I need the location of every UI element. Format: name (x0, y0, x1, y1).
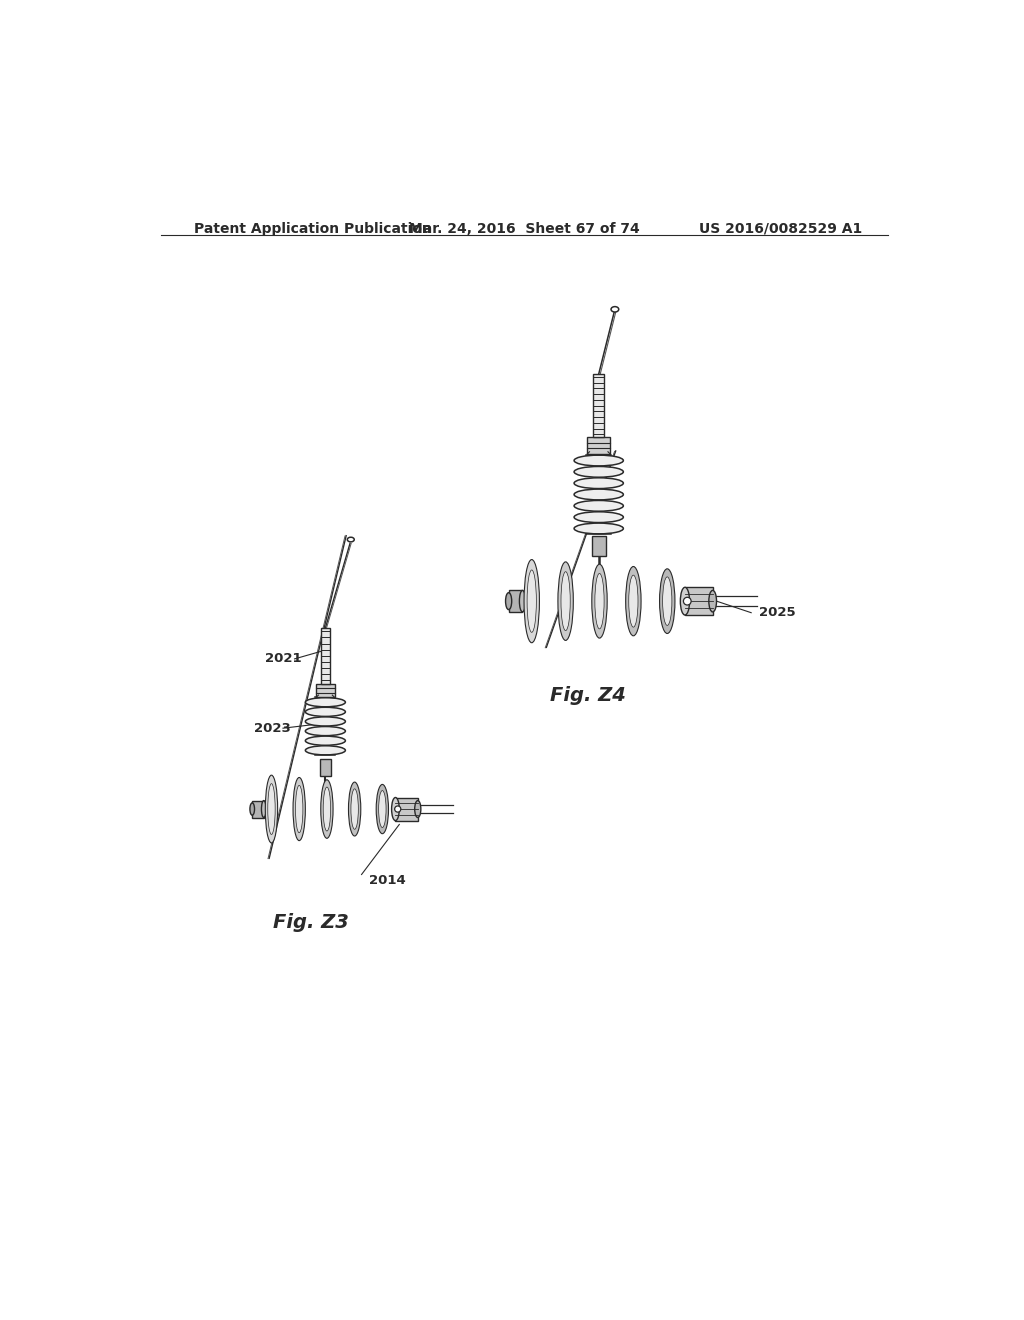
Ellipse shape (267, 784, 275, 834)
Ellipse shape (265, 775, 278, 843)
Ellipse shape (592, 564, 607, 638)
Ellipse shape (296, 785, 303, 833)
Ellipse shape (574, 523, 624, 533)
Ellipse shape (305, 746, 345, 755)
Text: Patent Application Publication: Patent Application Publication (194, 222, 431, 235)
FancyBboxPatch shape (252, 800, 264, 817)
Ellipse shape (611, 306, 618, 312)
FancyBboxPatch shape (319, 759, 331, 776)
Circle shape (394, 807, 400, 812)
Ellipse shape (626, 566, 641, 636)
Ellipse shape (680, 587, 689, 615)
FancyBboxPatch shape (685, 587, 713, 615)
FancyBboxPatch shape (587, 437, 610, 454)
Ellipse shape (561, 572, 570, 631)
Ellipse shape (574, 490, 624, 500)
Ellipse shape (305, 737, 345, 746)
Ellipse shape (574, 500, 624, 511)
Text: US 2016/0082529 A1: US 2016/0082529 A1 (698, 222, 862, 235)
Ellipse shape (324, 787, 331, 832)
Ellipse shape (305, 717, 345, 726)
Ellipse shape (659, 569, 675, 634)
Circle shape (683, 597, 691, 605)
Ellipse shape (524, 560, 540, 643)
Ellipse shape (527, 570, 537, 632)
Ellipse shape (519, 590, 525, 612)
Text: Mar. 24, 2016  Sheet 67 of 74: Mar. 24, 2016 Sheet 67 of 74 (410, 222, 640, 235)
FancyBboxPatch shape (316, 684, 335, 697)
Ellipse shape (709, 590, 717, 612)
Ellipse shape (663, 577, 672, 626)
Text: Fig. Z4: Fig. Z4 (550, 686, 626, 705)
Text: 2014: 2014 (370, 875, 406, 887)
FancyBboxPatch shape (321, 628, 330, 684)
Ellipse shape (415, 800, 421, 817)
Ellipse shape (506, 593, 512, 610)
Ellipse shape (595, 573, 604, 628)
Ellipse shape (574, 455, 624, 466)
Ellipse shape (348, 781, 360, 836)
Ellipse shape (574, 512, 624, 523)
Ellipse shape (293, 777, 305, 841)
Ellipse shape (376, 784, 388, 834)
FancyBboxPatch shape (593, 374, 604, 437)
Ellipse shape (391, 797, 399, 821)
FancyBboxPatch shape (592, 536, 605, 556)
Text: 2023: 2023 (254, 722, 291, 735)
Ellipse shape (351, 789, 358, 829)
Text: 2021: 2021 (265, 652, 302, 665)
Text: 2025: 2025 (759, 606, 796, 619)
Ellipse shape (574, 466, 624, 478)
FancyBboxPatch shape (509, 590, 522, 612)
Ellipse shape (321, 780, 333, 838)
Ellipse shape (250, 803, 255, 816)
Ellipse shape (558, 562, 573, 640)
Ellipse shape (305, 708, 345, 717)
Ellipse shape (574, 478, 624, 488)
Ellipse shape (305, 726, 345, 735)
FancyBboxPatch shape (395, 797, 418, 821)
Ellipse shape (347, 537, 354, 543)
Ellipse shape (261, 800, 266, 817)
Text: Fig. Z3: Fig. Z3 (273, 913, 349, 932)
Ellipse shape (379, 791, 386, 828)
Ellipse shape (305, 698, 345, 706)
Ellipse shape (629, 576, 638, 627)
